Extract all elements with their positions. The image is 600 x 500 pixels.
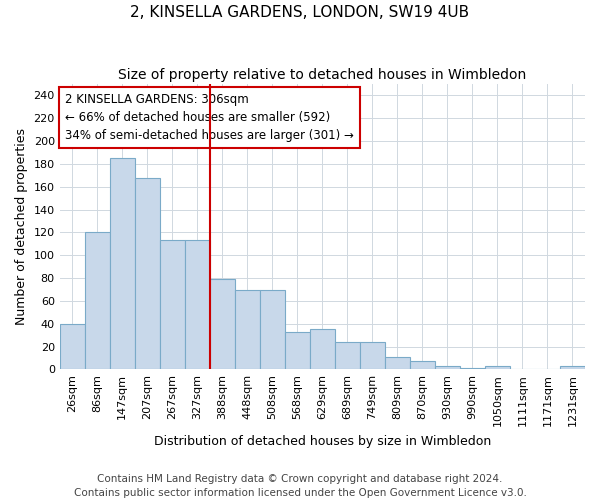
Bar (560, 366, 585, 370)
Bar (235, 290, 260, 370)
Text: 2, KINSELLA GARDENS, LONDON, SW19 4UB: 2, KINSELLA GARDENS, LONDON, SW19 4UB (130, 5, 470, 20)
Bar (210, 280, 235, 370)
Bar (310, 330, 335, 370)
Text: 2 KINSELLA GARDENS: 306sqm
← 66% of detached houses are smaller (592)
34% of sem: 2 KINSELLA GARDENS: 306sqm ← 66% of deta… (65, 92, 354, 142)
Bar (460, 368, 485, 370)
Bar (185, 240, 210, 370)
Bar (410, 362, 435, 370)
Bar (385, 357, 410, 370)
X-axis label: Distribution of detached houses by size in Wimbledon: Distribution of detached houses by size … (154, 434, 491, 448)
Y-axis label: Number of detached properties: Number of detached properties (15, 128, 28, 325)
Bar (285, 332, 310, 370)
Bar (260, 290, 285, 370)
Bar (335, 342, 360, 369)
Bar (59, 324, 85, 370)
Bar (160, 240, 185, 370)
Title: Size of property relative to detached houses in Wimbledon: Size of property relative to detached ho… (118, 68, 526, 82)
Text: Contains HM Land Registry data © Crown copyright and database right 2024.
Contai: Contains HM Land Registry data © Crown c… (74, 474, 526, 498)
Bar (485, 366, 510, 370)
Bar (110, 158, 135, 370)
Bar (85, 232, 110, 370)
Bar (360, 342, 385, 369)
Bar (435, 366, 460, 370)
Bar (135, 178, 160, 370)
